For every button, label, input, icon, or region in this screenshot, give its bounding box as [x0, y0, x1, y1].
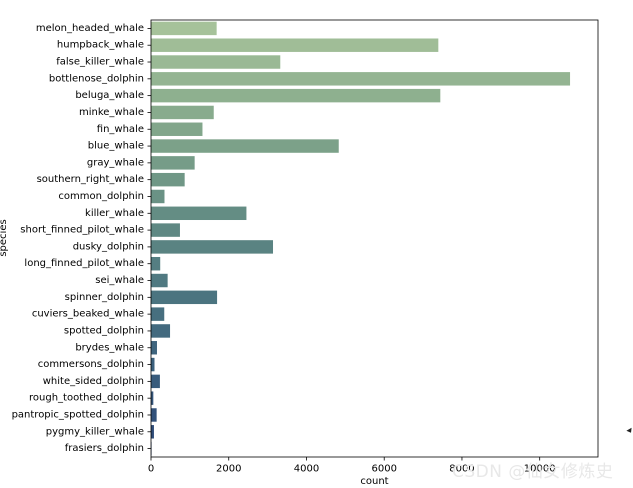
x-tick-label: 2000 [216, 464, 241, 475]
bar-bottlenose-dolphin [151, 72, 571, 86]
y-tick-label: fin_whale [97, 124, 144, 135]
y-tick-label: bottlenose_dolphin [49, 73, 144, 84]
y-tick-label: long_finned_pilot_whale [24, 258, 144, 269]
bar-dusky-dolphin [151, 240, 274, 254]
y-tick-label: cuviers_beaked_whale [32, 309, 144, 320]
bar-beluga-whale [151, 88, 441, 103]
x-tick-label: 8000 [449, 464, 474, 475]
bar-minke-whale [151, 105, 214, 120]
bar-melon-headed-whale [151, 21, 217, 36]
bar-sei-whale [151, 273, 168, 288]
y-axis-label: species [0, 219, 9, 256]
y-tick-label: false_killer_whale [56, 57, 144, 68]
bar-southern-right-whale [151, 172, 185, 187]
y-tick-label: minke_whale [79, 107, 144, 118]
y-tick-label: melon_headed_whale [36, 23, 144, 34]
y-tick-label: humpback_whale [57, 40, 144, 51]
bar-gray-whale [151, 156, 195, 170]
y-tick-label: rough_toothed_dolphin [29, 393, 144, 404]
bar-commersons-dolphin [151, 357, 155, 372]
bar-spinner-dolphin [151, 290, 218, 305]
bar-pantropic-spotted-dolphin [151, 408, 157, 422]
y-tick-label: brydes_whale [75, 342, 144, 353]
bar-spotted-dolphin [151, 324, 171, 338]
bar-humpback-whale [151, 38, 439, 52]
x-tick-label: 10000 [524, 464, 556, 475]
y-tick-label: beluga_whale [75, 90, 144, 101]
bar-long-finned-pilot-whale [151, 256, 161, 271]
y-tick-label: killer_whale [85, 208, 144, 219]
bar-common-dolphin [151, 189, 165, 204]
y-tick-label: short_finned_pilot_whale [20, 225, 144, 236]
y-tick-label: dusky_dolphin [73, 241, 144, 252]
y-tick-label: blue_whale [88, 141, 144, 152]
x-axis-label: count [360, 476, 388, 487]
y-tick-label: spotted_dolphin [64, 325, 144, 336]
plot-frame [150, 19, 599, 458]
y-tick-labels: melon_headed_whale humpback_whale false_ki… [12, 23, 151, 454]
bar-brydes-whale [151, 341, 157, 355]
x-tick-label: 4000 [294, 464, 319, 475]
bar-white-sided-dolphin [151, 374, 160, 389]
x-tick-label: 6000 [371, 464, 396, 475]
y-tick-label: spinner_dolphin [65, 292, 144, 303]
y-tick-label: white_sided_dolphin [43, 376, 144, 387]
bar-blue-whale [151, 139, 339, 153]
x-tick-label: 0 [148, 464, 154, 475]
y-tick-label: common_dolphin [58, 191, 144, 202]
bar-false-killer-whale [151, 55, 281, 69]
bars-group [151, 21, 571, 456]
bar-short-finned-pilot-whale [151, 223, 180, 237]
y-tick-label: sei_whale [95, 275, 144, 286]
y-tick-label: frasiers_dolphin [65, 443, 144, 454]
x-ticks: 0 2000 4000 6000 8000 10000 [148, 457, 556, 475]
watermark: CSDN @仙女修炼史 [452, 462, 614, 482]
y-tick-label: gray_whale [87, 157, 144, 168]
y-tick-label: pantropic_spotted_dolphin [12, 409, 144, 420]
bar-cuviers-beaked-whale [151, 307, 165, 321]
y-tick-label: southern_right_whale [37, 174, 144, 185]
bar-killer-whale [151, 206, 247, 221]
y-tick-label: pygmy_killer_whale [46, 426, 144, 437]
bar-rough-toothed-dolphin [151, 391, 154, 405]
bar-fin-whale [151, 122, 203, 136]
bar-pygmy-killer-whale [151, 425, 154, 439]
y-tick-label: commersons_dolphin [38, 359, 144, 370]
